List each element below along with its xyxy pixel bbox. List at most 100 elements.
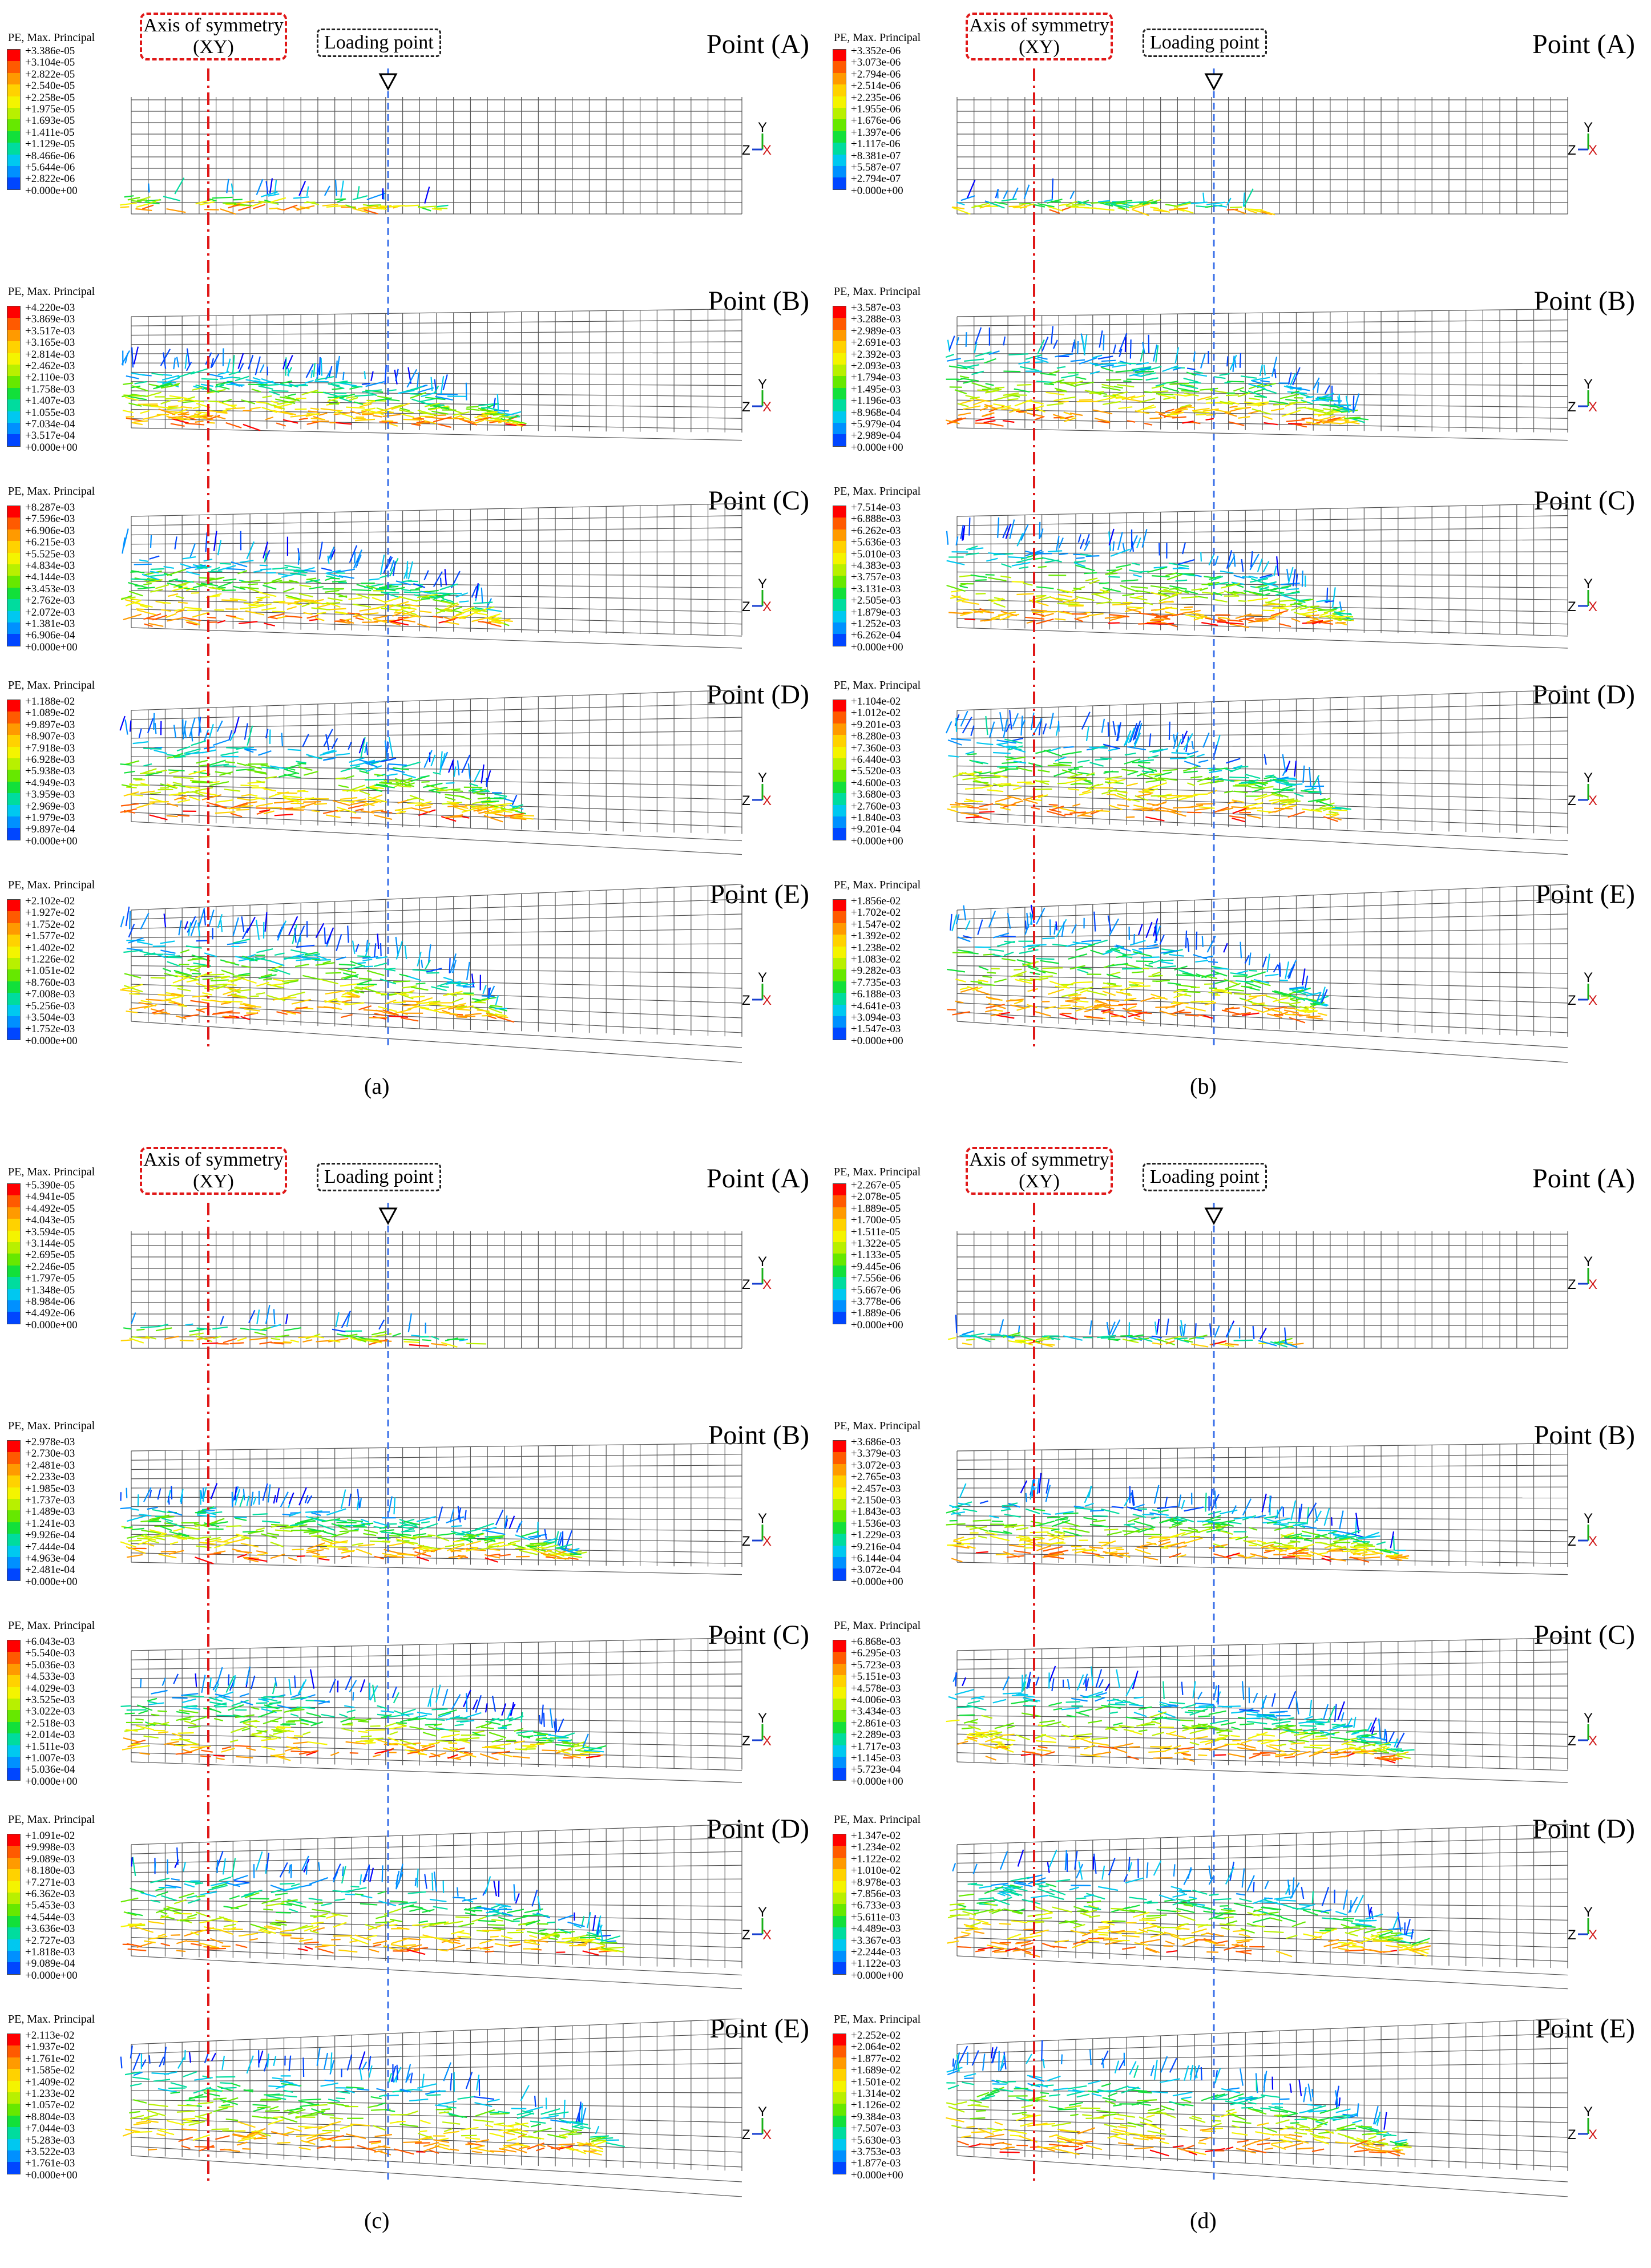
- point-label: Point (E): [1535, 2014, 1635, 2044]
- mesh-grid: [956, 503, 1568, 649]
- legend-value: +1.238e-02: [851, 941, 901, 954]
- legend-color-bar: [7, 899, 21, 1040]
- legend-value: +6.188e-03: [851, 988, 901, 1001]
- legend-values: +8.287e-03 +7.596e-03 +6.906e-03 +6.215e-03…: [25, 502, 78, 653]
- legend-swatch: [833, 599, 846, 611]
- legend-value: +0.000e+00: [851, 1319, 903, 1331]
- result-block-3: PE, Max. Principal +6.868e-03 +6.295e-03 +5…: [826, 1619, 1651, 1808]
- legend-value: +1.577e-02: [25, 930, 75, 943]
- legend-value: +1.233e-02: [25, 2087, 75, 2100]
- legend-value: +2.072e-03: [25, 606, 75, 618]
- plastic-strain-vectors: [120, 2045, 625, 2156]
- legend-value: +1.547e-03: [851, 1023, 901, 1036]
- legend-value: +1.879e-03: [851, 606, 901, 618]
- legend-value: +1.229e-03: [851, 1529, 901, 1542]
- legend-swatch: [833, 1640, 846, 1652]
- legend-swatch: [833, 793, 846, 805]
- triad-x-label: X: [1588, 399, 1598, 415]
- legend-swatch: [833, 770, 846, 782]
- triad-x-label: X: [762, 399, 772, 415]
- legend-title: PE, Max. Principal: [8, 285, 95, 298]
- legend-value: +8.280e-03: [851, 730, 901, 743]
- legend-swatch: [833, 1498, 846, 1511]
- legend-swatch: [7, 935, 20, 947]
- legend-swatch: [833, 1510, 846, 1522]
- legend-value: +0.000e+00: [851, 1034, 903, 1047]
- legend-swatch: [833, 2150, 846, 2162]
- legend-value: +7.596e-03: [25, 513, 75, 525]
- legend-values: +2.978e-03 +2.730e-03 +2.481e-03 +2.233e-03…: [25, 1436, 78, 1588]
- legend-value: +4.578e-03: [851, 1682, 901, 1695]
- triad-y-label: Y: [758, 1511, 768, 1526]
- result-block-2: PE, Max. Principal +4.220e-03 +3.869e-03 +3…: [0, 285, 825, 474]
- legend-values: +3.386e-05 +3.104e-05 +2.822e-05 +2.540e-05…: [25, 45, 78, 197]
- point-label: Point (E): [709, 2014, 809, 2044]
- mesh-grid: [131, 1637, 742, 1783]
- result-block-1: PE, Max. Principal +5.390e-05 +4.941e-05 +4…: [0, 1163, 825, 1414]
- legend-value: +6.144e-04: [851, 1552, 901, 1564]
- legend-value: +1.489e-03: [25, 1506, 75, 1518]
- legend-value: +7.034e-04: [25, 418, 75, 430]
- plastic-strain-vectors: [947, 1315, 1304, 1348]
- point-label: Point (A): [1532, 29, 1635, 59]
- legend-swatch: [833, 781, 846, 794]
- legend-swatch: [833, 1663, 846, 1676]
- plastic-strain-vectors: [946, 1665, 1415, 1764]
- triad-z-label: Z: [742, 793, 750, 808]
- legend-swatch: [833, 364, 846, 377]
- panel-caption: (d): [1190, 2208, 1217, 2233]
- legend-value: +5.630e-03: [851, 2134, 901, 2146]
- legend-swatch: [833, 376, 846, 388]
- legend-swatch: [833, 1904, 846, 1916]
- legend-swatch: [7, 1498, 20, 1511]
- legend-swatch: [833, 96, 846, 108]
- legend-value: +4.006e-03: [851, 1693, 901, 1706]
- legend-value: +6.888e-03: [851, 513, 901, 525]
- legend-title: PE, Max. Principal: [8, 485, 95, 498]
- legend-swatch: [833, 587, 846, 600]
- legend-value: +1.348e-05: [25, 1284, 75, 1296]
- legend-color-bar: [833, 2033, 846, 2174]
- legend-value: +2.110e-03: [25, 371, 75, 384]
- legend-swatch: [833, 1464, 846, 1476]
- legend-values: +3.686e-03 +3.379e-03 +3.072e-03 +2.765e-03…: [851, 1436, 903, 1588]
- legend-swatch: [7, 154, 20, 166]
- legend-swatch: [7, 1915, 20, 1928]
- legend-value: +7.360e-03: [851, 742, 901, 754]
- legend-value: +1.689e-02: [851, 2064, 901, 2077]
- legend-color-bar: [833, 1440, 846, 1581]
- legend-value: +1.979e-03: [25, 811, 75, 824]
- legend-swatch: [833, 177, 846, 189]
- legend-value: +1.407e-03: [25, 395, 75, 407]
- legend-value: +2.762e-03: [25, 595, 75, 607]
- triad-y-label: Y: [758, 2104, 768, 2120]
- triad-axes: [1578, 1918, 1589, 1935]
- legend-value: +1.761e-02: [25, 2052, 75, 2065]
- legend-value: +3.379e-03: [851, 1448, 901, 1460]
- legend-value: +2.794e-07: [851, 173, 901, 185]
- panel-caption: (b): [1190, 1073, 1217, 1099]
- result-block-3: PE, Max. Principal +7.514e-03 +6.888e-03 +6…: [826, 485, 1651, 673]
- legend-swatch: [833, 1475, 846, 1487]
- legend-swatch: [833, 564, 846, 576]
- triad-x-label: X: [762, 793, 772, 808]
- legend-value: +0.000e+00: [851, 835, 903, 847]
- fe-mesh: [945, 308, 1568, 441]
- legend-swatch: [7, 1834, 20, 1846]
- legend-swatch: [7, 387, 20, 400]
- legend-swatch: [833, 399, 846, 411]
- legend-swatch: [7, 700, 20, 712]
- legend-value: +9.201e-04: [851, 823, 901, 836]
- legend-value: +1.241e-03: [25, 1517, 75, 1530]
- triad-z-label: Z: [742, 143, 750, 158]
- plastic-strain-vectors: [946, 2040, 1412, 2157]
- legend-swatch: [833, 518, 846, 529]
- legend-swatch: [833, 1288, 846, 1300]
- triad-axes: [1578, 2118, 1589, 2135]
- legend-swatch: [833, 2104, 846, 2116]
- legend-swatch: [833, 804, 846, 816]
- triad-z-label: Z: [1568, 793, 1576, 808]
